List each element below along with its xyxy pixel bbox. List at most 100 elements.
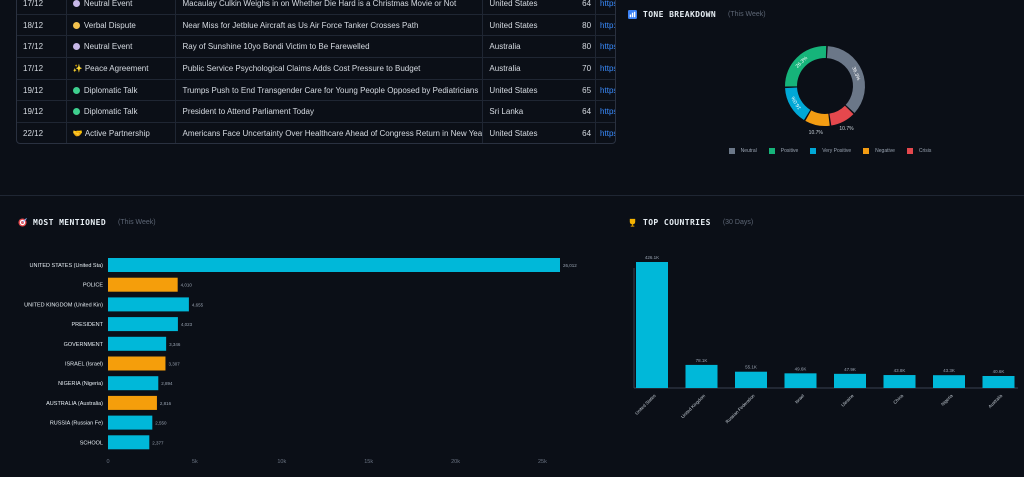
bar[interactable] [685, 364, 718, 388]
row-title: Ray of Sunshine 10yo Bondi Victim to Be … [176, 36, 484, 58]
most-mentioned-period: (This Week) [118, 219, 156, 226]
row-score: 80 [582, 20, 592, 30]
row-url[interactable]: https://w [595, 58, 615, 79]
tone-label: Peace Agreement [84, 63, 149, 73]
row-country: Australia [489, 42, 521, 52]
x-tick-label: 25k [538, 459, 547, 465]
row-url[interactable]: https://w [595, 0, 615, 14]
donut-slice-label: 10.7% [809, 130, 824, 136]
bar-value-label: 49.6K [795, 366, 807, 371]
bar[interactable] [108, 356, 166, 371]
tone-label: Diplomatic Talk [83, 85, 138, 95]
row-url[interactable]: http://w [595, 14, 615, 36]
table-row[interactable]: 19/12 Diplomatic Talk President to Attend … [17, 101, 615, 124]
donut-slice-neutral[interactable] [826, 46, 865, 113]
row-url[interactable]: https://w [595, 123, 615, 143]
bar-category-label: SCHOOL [80, 440, 103, 446]
row-score: 70 [582, 63, 592, 73]
legend-item[interactable]: Neutral [728, 146, 757, 156]
table-row[interactable]: 17/12 Neutral Event Macaulay Culkin Weighs… [17, 0, 615, 15]
table-row[interactable]: 19/12 Diplomatic Talk Trumps Push to End T… [17, 79, 615, 102]
bar[interactable] [108, 395, 157, 410]
row-url[interactable]: https://w [595, 79, 615, 101]
bar[interactable] [108, 336, 167, 351]
bar-value-label: 43.3K [943, 368, 955, 373]
bar-value-label: 3,307 [168, 362, 180, 367]
bar-category-label: RUSSIA (Russian Fe) [50, 421, 103, 427]
bar[interactable] [784, 373, 817, 388]
legend-item[interactable]: Crisis [906, 146, 932, 156]
row-score: 80 [582, 42, 592, 52]
bar[interactable] [834, 373, 866, 388]
tone-label: Neutral Event [83, 0, 133, 8]
top-countries-chart: 426.1K United States 78.1K United Kingdom 55… [633, 255, 1018, 424]
donut-slice-positive[interactable] [785, 46, 827, 87]
bar[interactable] [108, 277, 178, 292]
row-tone: Diplomatic Talk [67, 79, 177, 101]
legend-label: Neutral [740, 148, 757, 154]
tone-breakdown-header: TONE BREAKDOWN (This Week) [628, 10, 766, 19]
bar-category-label: AUSTRALIA (Australia) [46, 401, 103, 407]
row-tone: Diplomatic Talk [67, 101, 177, 123]
bar-category-label: NIGERIA (Nigeria) [58, 381, 103, 387]
top-countries-title: TOP COUNTRIES [643, 218, 711, 227]
tone-label: Active Partnership [84, 128, 150, 138]
row-date: 17/12 [17, 36, 67, 58]
table-row[interactable]: 22/12 🤝 Active Partnership Americans Face U… [17, 123, 615, 143]
x-tick-label: 15k [364, 459, 373, 465]
row-url[interactable]: https://s [595, 101, 615, 123]
bar[interactable] [735, 371, 767, 388]
table-row[interactable]: 17/12 Neutral Event Ray of Sunshine 10yo B… [17, 36, 615, 59]
bar-value-label: 2,816 [160, 401, 172, 406]
bar[interactable] [108, 435, 150, 450]
row-tone: Neutral Event [67, 36, 177, 58]
bar[interactable] [108, 376, 159, 391]
row-tone: Neutral Event [67, 0, 177, 14]
most-mentioned-header: MOST MENTIONED (This Week) [18, 218, 156, 227]
bar[interactable] [108, 415, 153, 430]
row-date: 19/12 [17, 101, 67, 123]
legend-swatch [768, 148, 775, 154]
bar[interactable] [108, 297, 189, 312]
x-category-label: United States [634, 393, 657, 416]
bar-category-label: UNITED STATES (United Sta) [30, 263, 104, 269]
tone-dot-icon [72, 21, 80, 29]
bar[interactable] [108, 258, 560, 272]
row-title: Macaulay Culkin Weighs in on Whether Die… [176, 0, 484, 14]
x-category-label: China [892, 393, 904, 405]
bar-value-label: 26,012 [563, 263, 577, 268]
row-date: 17/12 [17, 0, 67, 14]
bar[interactable] [636, 262, 668, 388]
tone-dot-icon [72, 86, 80, 94]
legend-swatch [906, 148, 913, 154]
legend-item[interactable]: Very Positive [810, 146, 851, 156]
bar[interactable] [933, 375, 965, 388]
x-category-label: Nigeria [940, 393, 954, 407]
legend-item[interactable]: Negative [863, 146, 895, 156]
donut-slice-crisis[interactable] [829, 105, 854, 126]
x-category-label: Israel [794, 393, 805, 404]
donut-slice-label: 36.3% [850, 66, 861, 82]
legend-label: Crisis [918, 148, 932, 154]
bar[interactable] [982, 375, 1015, 388]
legend-label: Negative [875, 148, 895, 154]
tone-label: Neutral Event [83, 42, 133, 52]
bar-category-label: ISRAEL (Israel) [65, 362, 103, 368]
donut-slice-negative[interactable] [805, 110, 830, 126]
row-country: United States [489, 20, 538, 30]
row-date: 18/12 [17, 14, 67, 36]
row-tone: Verbal Dispute [67, 14, 177, 36]
legend-swatch [728, 148, 735, 154]
donut-slice-very-positive[interactable] [785, 87, 811, 121]
row-country: United States [489, 0, 538, 8]
bar-value-label: 47.9K [844, 367, 856, 372]
bar[interactable] [108, 317, 178, 332]
row-url[interactable]: https://w [595, 36, 615, 58]
table-row[interactable]: 18/12 Verbal Dispute Near Miss for Jetblue… [17, 14, 615, 37]
legend-item[interactable]: Positive [768, 146, 798, 156]
table-row[interactable]: 17/12 ✨ Peace Agreement Public Service Psyc… [17, 58, 615, 80]
row-title: Trumps Push to End Transgender Care for … [176, 79, 484, 101]
bar[interactable] [883, 375, 916, 388]
legend-swatch [810, 148, 817, 154]
